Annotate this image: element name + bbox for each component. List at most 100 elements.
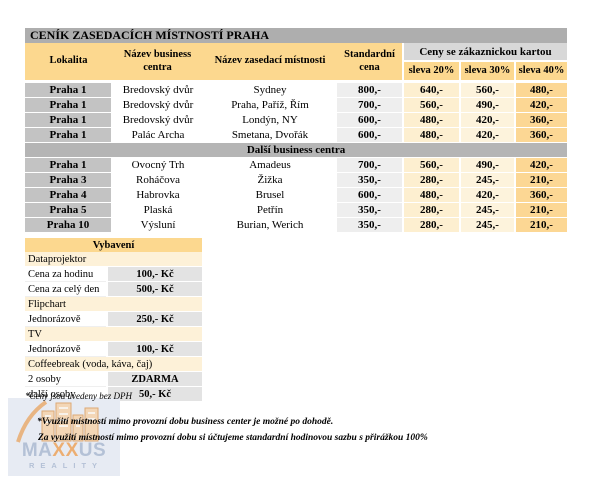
- cell-meeting-room: Smetana, Dvořák: [203, 127, 337, 143]
- cell-discount-30: 245,-: [460, 202, 516, 218]
- equipment-category-row: Flipchart: [25, 296, 203, 312]
- cell-discount-20: 480,-: [403, 127, 461, 143]
- cell-business-centre: Plaská: [112, 202, 203, 218]
- cell-meeting-room: Burian, Werich: [203, 217, 337, 233]
- price-table-title: CENÍK ZASEDACÍCH MÍSTNOSTÍ PRAHA: [25, 28, 568, 43]
- col-header-standard-price: Standardní cena: [337, 43, 404, 80]
- equipment-item-row: Cena za celý den 500,- Kč: [25, 281, 203, 297]
- cell-discount-30: 420,-: [460, 112, 516, 128]
- table-row: Praha 1 Ovocný Trh Amadeus 700,- 560,- 4…: [25, 157, 568, 173]
- cell-meeting-room: Brusel: [203, 187, 337, 203]
- section-band-label: Další business centra: [25, 142, 568, 158]
- cell-business-centre: Ovocný Trh: [112, 157, 203, 173]
- cell-discount-30: 245,-: [460, 217, 516, 233]
- col-header-customer-card: Ceny se zákaznickou kartou: [403, 43, 568, 62]
- equipment-table-title: Vybavení: [25, 238, 203, 252]
- col-header-discount-40: sleva 40%: [515, 61, 568, 80]
- cell-discount-30: 420,-: [460, 127, 516, 143]
- price-table-title-row: CENÍK ZASEDACÍCH MÍSTNOSTÍ PRAHA: [25, 28, 568, 43]
- equipment-item-value: 50,- Kč: [105, 386, 203, 402]
- table-row: Praha 1 Bredovský dvůr Sydney 800,- 640,…: [25, 83, 568, 98]
- cell-discount-30: 420,-: [460, 187, 516, 203]
- logo-part-ma: MA: [21, 440, 53, 461]
- cell-business-centre: Bredovský dvůr: [112, 83, 203, 98]
- cell-discount-20: 480,-: [403, 112, 461, 128]
- cell-standard-price: 700,-: [337, 97, 404, 113]
- cell-discount-40: 210,-: [515, 172, 568, 188]
- logo-part-xx: XX: [52, 440, 79, 461]
- equipment-category-row: TV: [25, 326, 203, 342]
- equipment-category-row: Dataprojektor: [25, 252, 203, 267]
- cell-business-centre: Habrovka: [112, 187, 203, 203]
- city-skyline-icon: [16, 400, 99, 443]
- cell-meeting-room: Žižka: [203, 172, 337, 188]
- maxxus-logo-watermark: MAXXUS REALITY: [8, 398, 120, 476]
- equipment-title-row: Vybavení: [25, 238, 203, 252]
- cell-lokalita: Praha 1: [25, 83, 113, 98]
- cell-standard-price: 350,-: [337, 172, 404, 188]
- equipment-item-value: 100,- Kč: [105, 341, 203, 357]
- cell-meeting-room: Amadeus: [203, 157, 337, 173]
- equipment-table: Vybavení Dataprojektor Cena za hodinu 10…: [25, 238, 203, 402]
- equipment-item-row: Jednorázově 100,- Kč: [25, 341, 203, 357]
- usage-footnote-line2: Za využití místností mimo provozní dobu …: [38, 433, 428, 443]
- cell-standard-price: 800,-: [337, 83, 404, 98]
- logo-part-us: US: [78, 440, 107, 461]
- cell-business-centre: Roháčova: [112, 172, 203, 188]
- cell-meeting-room: Praha, Paříž, Řím: [203, 97, 337, 113]
- equipment-category-label: Coffeebreak (voda, káva, čaj): [25, 356, 203, 372]
- cell-lokalita: Praha 1: [25, 112, 113, 128]
- equipment-item-label: 2 osoby: [25, 371, 107, 387]
- equipment-item-value: 500,- Kč: [105, 281, 203, 297]
- price-table: CENÍK ZASEDACÍCH MÍSTNOSTÍ PRAHA Lokalit…: [25, 28, 568, 233]
- cell-meeting-room: Petřín: [203, 202, 337, 218]
- section-band-row: Další business centra: [25, 142, 568, 158]
- logo-subtitle: REALITY: [28, 461, 104, 470]
- cell-standard-price: 350,-: [337, 202, 404, 218]
- cell-business-centre: Palác Archa: [112, 127, 203, 143]
- cell-discount-40: 420,-: [515, 97, 568, 113]
- cell-standard-price: 600,-: [337, 127, 404, 143]
- cell-discount-40: 360,-: [515, 187, 568, 203]
- cell-business-centre: Bredovský dvůr: [112, 97, 203, 113]
- table-row: Praha 1 Bredovský dvůr Praha, Paříž, Řím…: [25, 97, 568, 113]
- cell-discount-30: 490,-: [460, 97, 516, 113]
- equipment-item-row: Jednorázově 250,- Kč: [25, 311, 203, 327]
- cell-lokalita: Praha 10: [25, 217, 113, 233]
- equipment-item-label: Jednorázově: [25, 341, 107, 357]
- cell-lokalita: Praha 1: [25, 127, 113, 143]
- cell-business-centre: Bredovský dvůr: [112, 112, 203, 128]
- equipment-item-label: Cena za celý den: [25, 281, 107, 297]
- cell-discount-20: 640,-: [403, 83, 461, 98]
- cell-discount-20: 280,-: [403, 202, 461, 218]
- equipment-item-row: 2 osoby ZDARMA: [25, 371, 203, 387]
- cell-discount-20: 560,-: [403, 97, 461, 113]
- cell-discount-20: 280,-: [403, 172, 461, 188]
- cell-discount-30: 490,-: [460, 157, 516, 173]
- usage-footnote-line1: *Využití místností mimo provozní dobu bu…: [37, 417, 334, 427]
- table-row: Praha 5 Plaská Petřín 350,- 280,- 245,- …: [25, 202, 568, 218]
- price-table-header-row: Lokalita Název business centra Název zas…: [25, 43, 568, 80]
- table-row: Praha 10 Výsluní Burian, Werich 350,- 28…: [25, 217, 568, 233]
- price-table-discount-header-row: sleva 20% sleva 30% sleva 40%: [25, 61, 568, 80]
- cell-discount-40: 360,-: [515, 112, 568, 128]
- cell-lokalita: Praha 5: [25, 202, 113, 218]
- cell-discount-20: 560,-: [403, 157, 461, 173]
- cell-discount-20: 480,-: [403, 187, 461, 203]
- equipment-item-value: 100,- Kč: [105, 266, 203, 282]
- table-row: Praha 4 Habrovka Brusel 600,- 480,- 420,…: [25, 187, 568, 203]
- logo-wordmark: MAXXUS: [22, 441, 106, 460]
- vat-footnote: *Ceny jsou uvedeny bez DPH: [25, 391, 132, 401]
- cell-discount-20: 280,-: [403, 217, 461, 233]
- cell-lokalita: Praha 1: [25, 97, 113, 113]
- cell-discount-30: 245,-: [460, 172, 516, 188]
- cell-lokalita: Praha 4: [25, 187, 113, 203]
- cell-lokalita: Praha 1: [25, 157, 113, 173]
- equipment-item-label: Jednorázově: [25, 311, 107, 327]
- cell-standard-price: 600,-: [337, 112, 404, 128]
- cell-standard-price: 700,-: [337, 157, 404, 173]
- equipment-item-label: Cena za hodinu: [25, 266, 107, 282]
- equipment-category-label: TV: [25, 326, 203, 342]
- equipment-item-value: 250,- Kč: [105, 311, 203, 327]
- cell-discount-40: 480,-: [515, 83, 568, 98]
